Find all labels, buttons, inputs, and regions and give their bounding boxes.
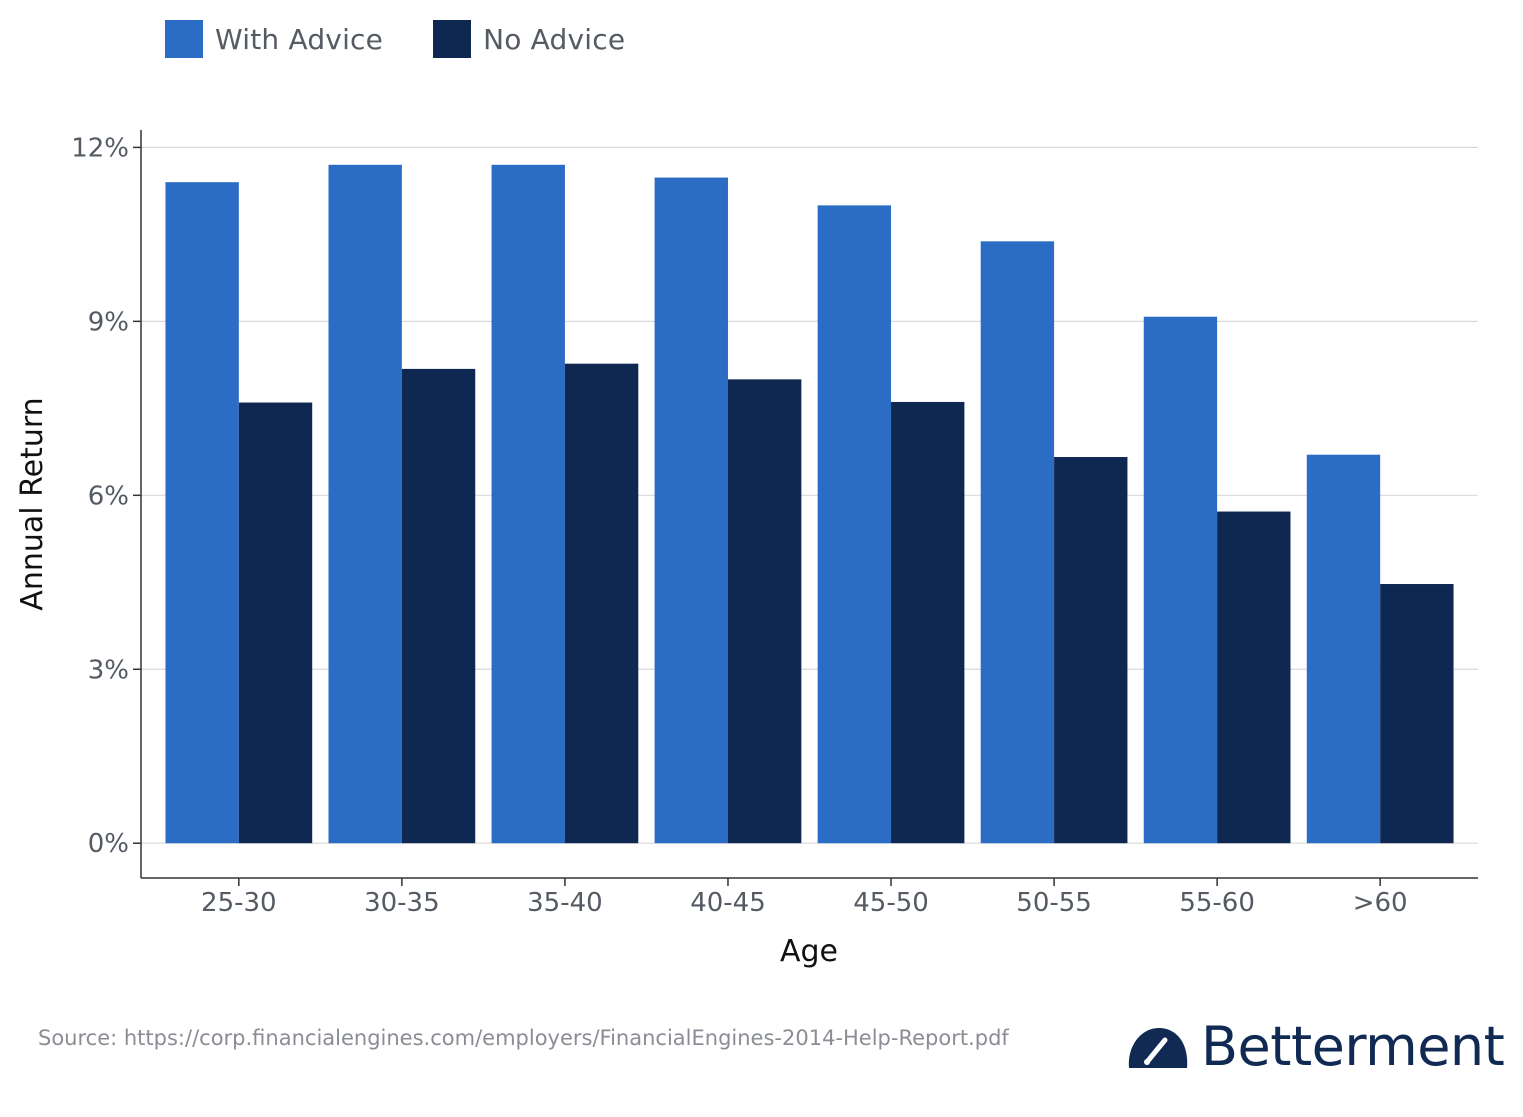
y-tick-label: 0%	[88, 829, 129, 859]
x-tick-label: 25-30	[201, 888, 277, 918]
y-tick-label: 6%	[88, 481, 129, 511]
bar-no-advice	[727, 379, 802, 844]
gauge-icon	[1128, 1028, 1188, 1068]
x-tick-label: 30-35	[364, 888, 440, 918]
legend-swatch-with-advice	[165, 20, 203, 58]
legend-item-no-advice: No Advice	[433, 20, 625, 58]
bar-with-advice	[165, 182, 239, 844]
bar-with-advice	[817, 205, 892, 844]
x-tick-label: 45-50	[853, 888, 929, 918]
x-tick-label: 55-60	[1179, 888, 1255, 918]
legend-swatch-no-advice	[433, 20, 472, 58]
bar-chart: 0% 3% 6% 9% 12% 25-30 30-35 35-40 40-45 45-50 50-5…	[15, 130, 1478, 969]
bar-no-advice	[401, 368, 476, 844]
bar-with-advice	[1143, 316, 1218, 844]
bar-no-advice	[891, 401, 965, 844]
bar-with-advice	[491, 164, 565, 844]
y-tick-label: 9%	[88, 307, 129, 337]
bar-no-advice	[564, 363, 639, 844]
legend-label-no-advice: No Advice	[483, 22, 626, 56]
brand-logo: Betterment	[1125, 1015, 1505, 1078]
bars	[165, 164, 1454, 844]
x-tick-label: 35-40	[527, 888, 603, 918]
y-tick-label: 12%	[71, 133, 129, 163]
bar-no-advice	[1380, 584, 1454, 844]
bar-no-advice	[238, 402, 313, 844]
source-note: Source: https://corp.financialengines.co…	[38, 1026, 1009, 1050]
legend-label-with-advice: With Advice	[215, 22, 384, 56]
x-axis-title: Age	[780, 934, 838, 969]
x-tick-label: >60	[1353, 888, 1408, 918]
bar-with-advice	[328, 164, 402, 844]
y-tick-label: 3%	[88, 655, 129, 685]
brand-name: Betterment	[1201, 1015, 1505, 1078]
legend-item-with-advice: With Advice	[165, 20, 383, 58]
x-tick-label: 50-55	[1016, 888, 1092, 918]
bar-no-advice	[1217, 511, 1291, 844]
axes: 0% 3% 6% 9% 12% 25-30 30-35 35-40 40-45 45-50 50-5…	[71, 130, 1478, 918]
bar-with-advice	[1306, 454, 1381, 844]
y-axis-title: Annual Return	[15, 397, 50, 610]
x-tick-label: 40-45	[690, 888, 766, 918]
bar-with-advice	[980, 241, 1055, 844]
chart-legend: With Advice No Advice	[165, 20, 675, 58]
bar-no-advice	[1054, 457, 1128, 844]
bar-with-advice	[654, 177, 728, 844]
